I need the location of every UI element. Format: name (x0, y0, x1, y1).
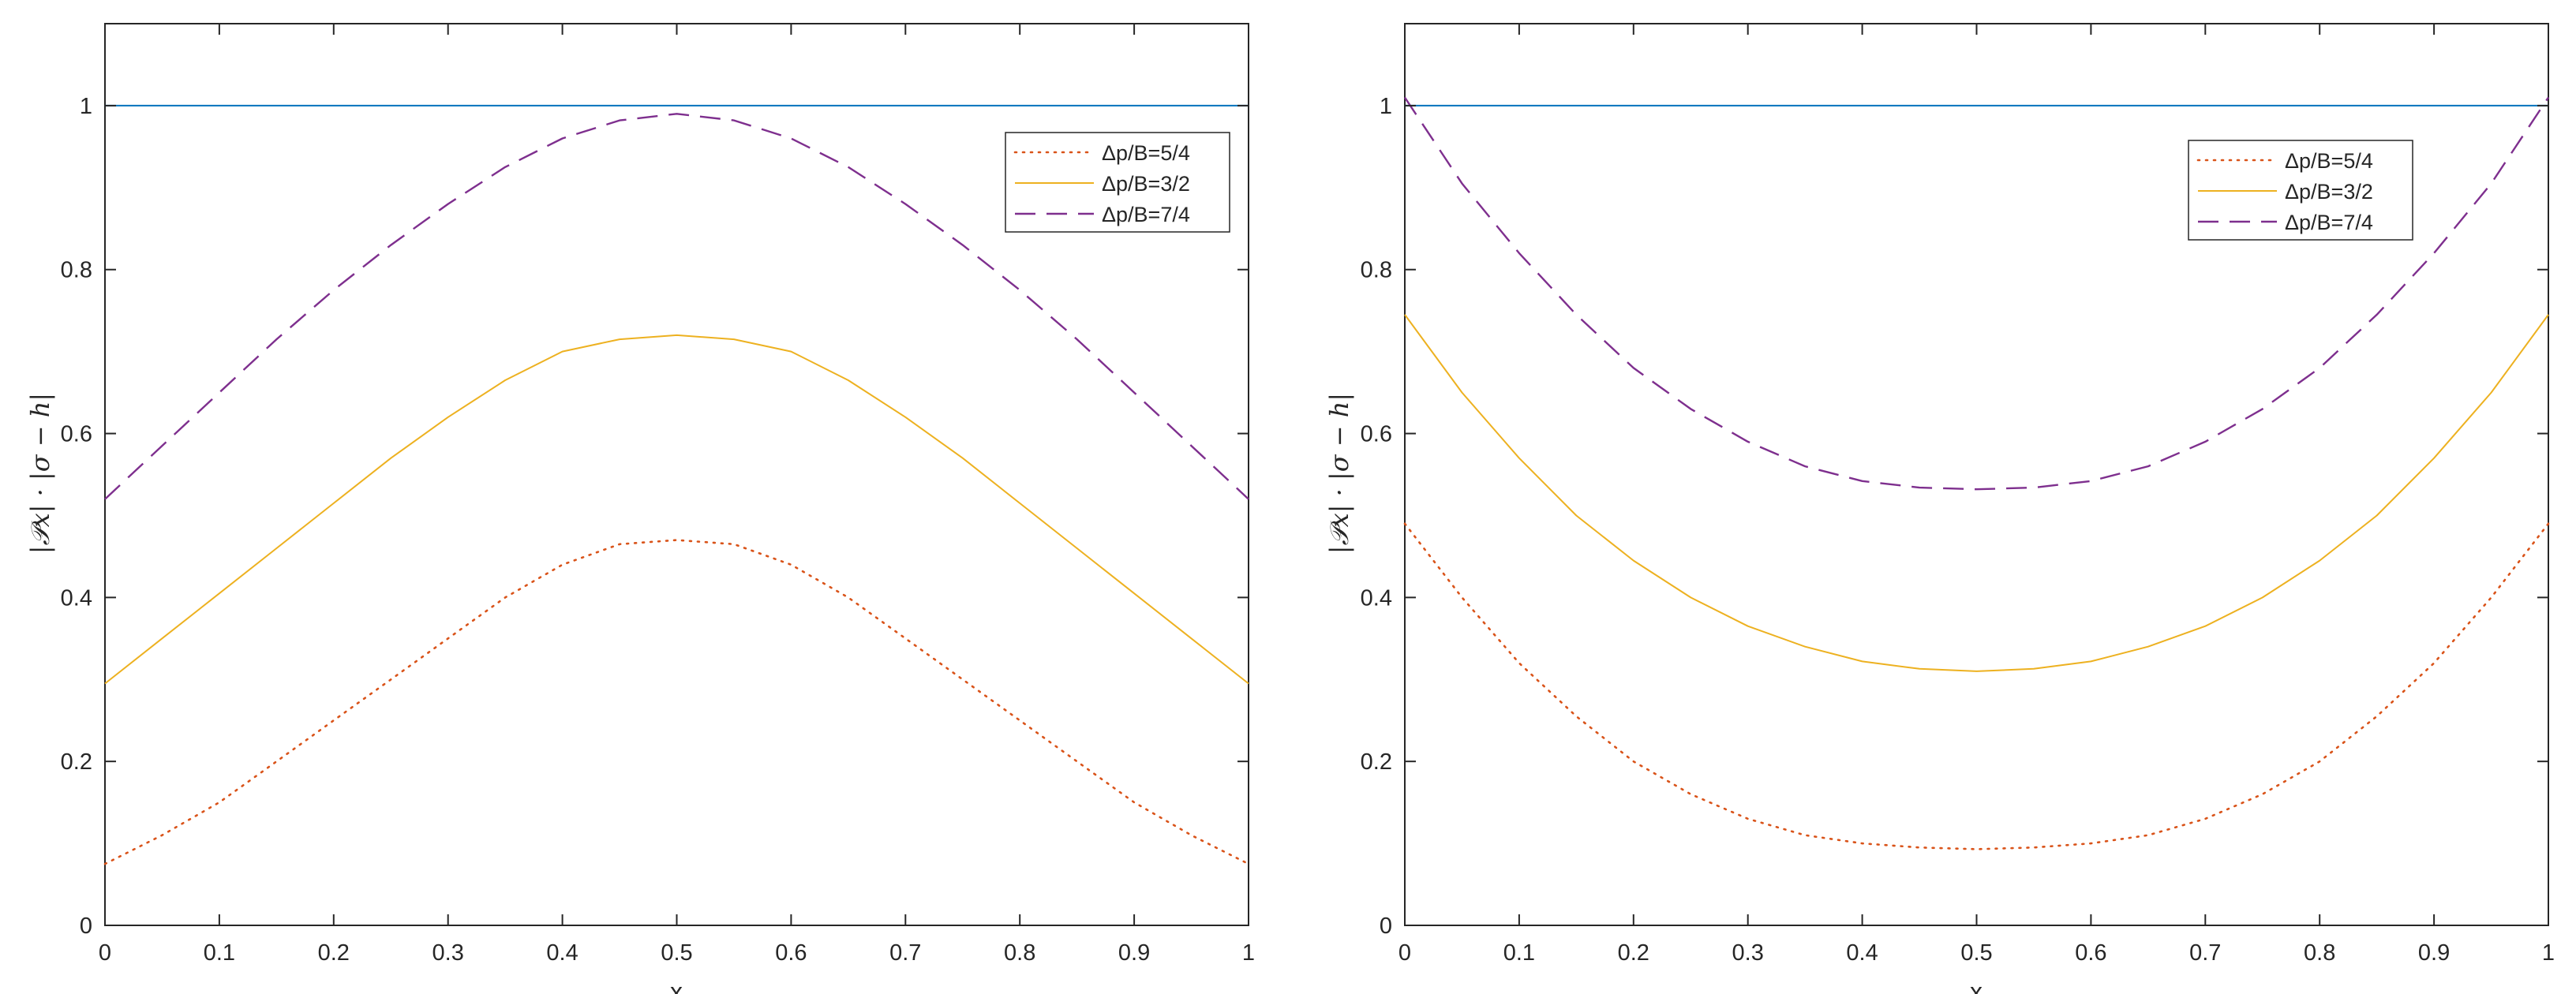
y-axis-label: |𝒫x| · |σ − h| (25, 393, 55, 554)
x-tick-label: 0.4 (546, 940, 578, 966)
x-tick-label: 0.9 (2418, 940, 2450, 966)
series-line--p-b-3-2 (1404, 314, 2549, 672)
y-tick-label: 0.4 (61, 585, 92, 611)
y-tick-label: 0.2 (1361, 749, 1392, 775)
chart-left: 0 0.1 0.2 0.3 0.4 0.5 0.6 0.7 0.8 0.9 1 0 0.2 0.4 0.6 0… (25, 23, 1255, 994)
y-tick-label: 0.8 (1361, 258, 1392, 283)
y-tick-label: 1 (80, 94, 92, 119)
x-tick-label: 0.5 (661, 940, 692, 966)
legend-label-1: Δp/B=5/4 (1102, 141, 1190, 165)
y-tick-label: 0.4 (1361, 585, 1392, 611)
x-tick-label: 0.8 (1004, 940, 1035, 966)
x-tick-label: 0.2 (318, 940, 350, 966)
series-layer (1403, 96, 2550, 850)
x-tick-label: 1 (2542, 940, 2555, 966)
chart-right: 0 0.1 0.2 0.3 0.4 0.5 0.6 0.7 0.8 0.9 1 0 0.2 0.4 0.6 0… (1324, 23, 2555, 994)
x-tick-label: 0.7 (2189, 940, 2221, 966)
x-tick-label: 0.1 (1503, 940, 1535, 966)
y-axis-label: |𝒫x| · |σ − h| (1324, 393, 1354, 554)
y-tick-label: 0.8 (61, 258, 92, 283)
x-tick-label: 0 (1398, 940, 1411, 966)
series-layer (103, 104, 1250, 865)
series-line--p-b-3-2 (104, 334, 1249, 685)
legend-label-3: Δp/B=7/4 (1102, 203, 1190, 226)
legend-label-2: Δp/B=3/2 (2285, 180, 2373, 204)
y-tick-label: 0.6 (61, 422, 92, 447)
tick-layer: 0 0.1 0.2 0.3 0.4 0.5 0.6 0.7 0.8 0.9 1 0 0.2 0.4 0.6 0… (61, 24, 1255, 966)
y-tick-label: 0 (80, 914, 92, 939)
y-tick-label: 1 (1380, 94, 1392, 119)
x-tick-label: 0.3 (432, 940, 464, 966)
x-tick-label: 0.4 (1846, 940, 1878, 966)
legend-label-2: Δp/B=3/2 (1102, 172, 1190, 196)
x-tick-label: 0.1 (204, 940, 235, 966)
legend-label-1: Δp/B=5/4 (2285, 149, 2373, 173)
x-tick-label: 0.2 (1618, 940, 1649, 966)
x-axis-label: x (1970, 977, 1983, 994)
x-tick-label: 0.6 (2075, 940, 2106, 966)
legend: Δp/B=5/4 Δp/B=3/2 Δp/B=7/4 (1005, 132, 1230, 233)
y-tick-label: 0.2 (61, 749, 92, 775)
x-tick-label: 0.5 (1960, 940, 1992, 966)
x-tick-label: 0.7 (889, 940, 921, 966)
legend: Δp/B=5/4 Δp/B=3/2 Δp/B=7/4 (2188, 140, 2413, 241)
y-tick-label: 0 (1380, 914, 1392, 939)
x-tick-label: 0.6 (775, 940, 807, 966)
tick-layer: 0 0.1 0.2 0.3 0.4 0.5 0.6 0.7 0.8 0.9 1 0 0.2 0.4 0.6 0… (1361, 24, 2555, 966)
series-line--p-b-7-4 (104, 113, 1249, 500)
x-tick-label: 0.8 (2304, 940, 2335, 966)
x-tick-label: 0.9 (1118, 940, 1150, 966)
x-tick-label: 1 (1242, 940, 1255, 966)
legend-label-3: Δp/B=7/4 (2285, 211, 2373, 234)
series-line--p-b-7-4 (1404, 96, 2549, 491)
x-axis-label: x (670, 977, 683, 994)
x-tick-label: 0 (99, 940, 111, 966)
y-tick-label: 0.6 (1361, 422, 1392, 447)
x-tick-label: 0.3 (1732, 940, 1764, 966)
